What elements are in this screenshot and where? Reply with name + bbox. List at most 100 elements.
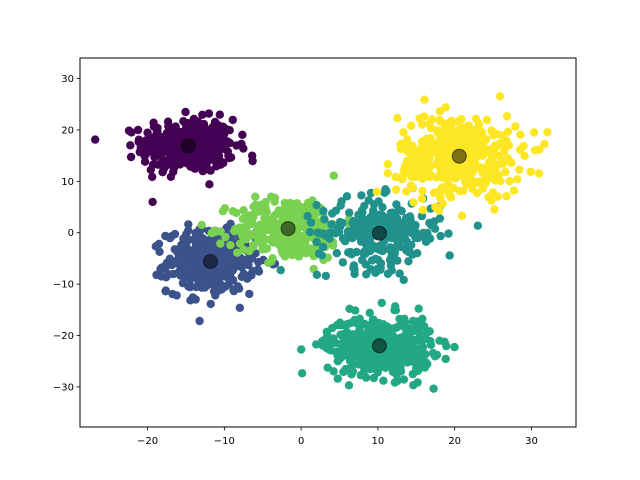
- data-point: [303, 211, 312, 221]
- data-point: [473, 221, 482, 230]
- data-point: [251, 192, 260, 201]
- data-point: [206, 299, 215, 309]
- data-point: [218, 207, 228, 216]
- data-point: [214, 155, 224, 164]
- data-point: [161, 156, 170, 165]
- data-point: [401, 347, 411, 357]
- data-point: [199, 124, 209, 133]
- data-point: [466, 137, 475, 146]
- data-point: [328, 209, 337, 218]
- data-point: [195, 316, 204, 326]
- data-point: [426, 340, 436, 350]
- data-point: [133, 125, 143, 135]
- data-point: [444, 131, 454, 140]
- data-point: [219, 267, 228, 277]
- data-point: [184, 220, 193, 229]
- data-point: [399, 128, 408, 137]
- data-point: [438, 183, 447, 192]
- data-point: [321, 334, 331, 343]
- data-point: [206, 166, 215, 175]
- data-point: [253, 234, 263, 243]
- data-point: [166, 172, 176, 181]
- data-point: [418, 186, 427, 196]
- data-point: [328, 241, 338, 250]
- data-point: [172, 291, 181, 300]
- data-point: [228, 115, 237, 125]
- data-point: [450, 342, 459, 352]
- data-point: [205, 236, 214, 245]
- cluster-1: [91, 107, 257, 207]
- y-tick-label: −20: [53, 331, 74, 342]
- y-tick-label: −30: [53, 382, 74, 393]
- data-point: [219, 130, 229, 139]
- data-point: [435, 115, 444, 125]
- data-point: [173, 146, 182, 155]
- data-point: [328, 323, 337, 333]
- centroid-marker: [280, 221, 296, 237]
- data-point: [364, 196, 373, 205]
- data-point: [274, 206, 283, 215]
- data-point: [482, 115, 492, 125]
- data-point: [502, 112, 512, 121]
- data-point: [504, 141, 514, 150]
- data-point: [418, 120, 427, 129]
- data-point: [435, 127, 444, 136]
- data-point: [247, 271, 256, 280]
- data-point: [436, 169, 445, 178]
- y-tick-label: 20: [61, 125, 74, 136]
- data-point: [487, 151, 496, 161]
- data-point: [221, 232, 230, 242]
- data-point: [477, 166, 487, 176]
- data-point: [164, 146, 173, 156]
- data-point: [160, 264, 169, 273]
- data-point: [516, 130, 525, 139]
- data-point: [407, 121, 416, 130]
- data-point: [321, 271, 331, 281]
- data-point: [367, 256, 377, 265]
- data-point: [235, 303, 244, 312]
- data-point: [362, 340, 371, 349]
- data-point: [438, 148, 448, 158]
- data-point: [418, 174, 427, 183]
- data-point: [144, 145, 153, 154]
- data-point: [395, 236, 404, 245]
- data-point: [217, 285, 226, 294]
- data-point: [393, 221, 402, 231]
- data-point: [396, 242, 405, 252]
- data-point: [192, 264, 202, 273]
- data-point: [205, 180, 214, 189]
- data-point: [379, 376, 388, 385]
- y-tick-label: 0: [68, 228, 74, 239]
- data-point: [297, 345, 306, 354]
- data-point: [445, 190, 454, 200]
- data-point: [198, 110, 207, 120]
- data-point: [362, 373, 371, 382]
- data-point: [148, 172, 157, 182]
- data-point: [349, 261, 359, 270]
- data-point: [329, 171, 338, 180]
- data-point: [191, 295, 200, 304]
- data-point: [450, 138, 459, 147]
- data-point: [126, 141, 135, 150]
- data-point: [392, 200, 401, 209]
- data-point: [403, 240, 412, 250]
- data-point: [430, 217, 439, 226]
- data-point: [357, 191, 366, 200]
- data-point: [333, 374, 342, 383]
- data-point: [208, 129, 217, 138]
- y-tick-label: 10: [61, 177, 74, 188]
- x-tick-label: −10: [214, 436, 235, 447]
- data-point: [344, 381, 354, 390]
- data-point: [362, 241, 371, 250]
- data-point: [280, 252, 290, 261]
- x-tick-label: 30: [525, 436, 538, 447]
- data-point: [388, 325, 397, 334]
- data-point: [461, 168, 471, 178]
- data-point: [479, 142, 488, 152]
- data-point: [343, 233, 352, 242]
- data-point: [543, 128, 552, 137]
- data-point: [409, 198, 418, 207]
- data-point: [161, 287, 170, 296]
- y-tick-label: 30: [61, 74, 74, 85]
- data-point: [423, 228, 432, 238]
